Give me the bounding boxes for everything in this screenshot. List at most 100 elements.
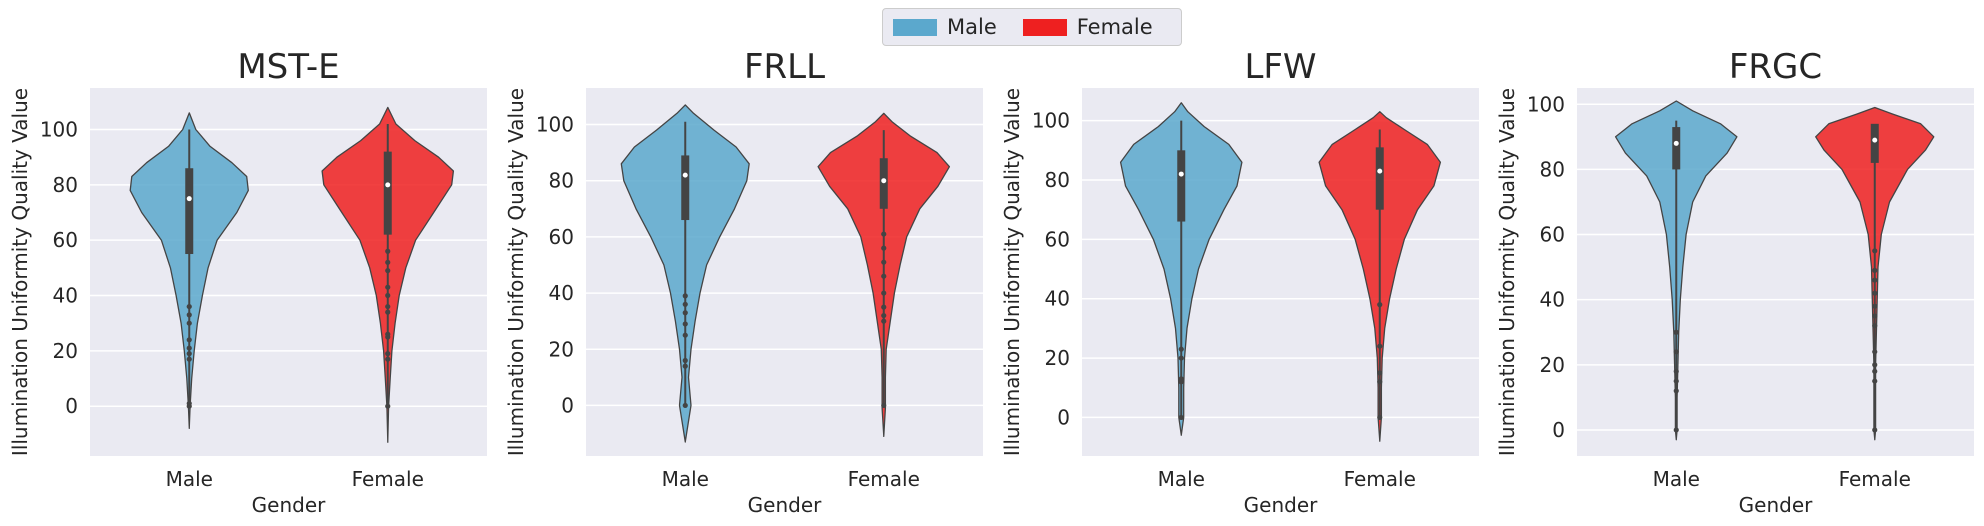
legend-swatch-male (893, 18, 937, 36)
outlier-point (186, 303, 192, 310)
outlier-point (186, 400, 192, 407)
y-tick-label: 60 (1045, 227, 1070, 251)
x-tick-label: Female (848, 467, 920, 491)
outlier-point (1872, 378, 1878, 384)
outlier-point (682, 332, 688, 338)
y-tick-label: 20 (1045, 346, 1070, 370)
outlier-point (682, 357, 688, 364)
outlier-point (1673, 349, 1679, 355)
y-tick-label: 0 (1552, 418, 1565, 442)
chart-title: LFW (1244, 47, 1316, 87)
outlier-point (385, 284, 391, 290)
y-axis-label: Illumination Uniformity Quality Value (1495, 88, 1519, 456)
outlier-point (1872, 267, 1878, 273)
y-tick-label: 20 (549, 337, 574, 361)
outlier-point (881, 259, 887, 265)
outlier-point (1178, 376, 1184, 382)
outlier-point (186, 356, 192, 362)
y-axis-label: Illumination Uniformity Quality Value (1000, 88, 1024, 456)
outlier-point (682, 293, 688, 299)
outlier-point (682, 310, 688, 316)
outlier-point (881, 231, 887, 237)
x-tick-label: Female (1839, 467, 1911, 491)
y-tick-label: 80 (53, 173, 78, 197)
y-tick-label: 100 (40, 118, 78, 142)
y-tick-label: 40 (1045, 287, 1070, 311)
outlier-point (1377, 379, 1383, 385)
outlier-point (1673, 329, 1679, 335)
outlier-point (682, 301, 688, 307)
median-point (1178, 171, 1184, 177)
outlier-point (186, 351, 192, 357)
x-axis-label: Gender (252, 493, 326, 517)
x-axis-label: Gender (1244, 493, 1318, 517)
median-point (1377, 168, 1383, 174)
plot-area (90, 88, 487, 456)
iqr-box (1870, 123, 1879, 163)
legend-item-male: Male (893, 15, 997, 39)
outlier-point (1178, 355, 1184, 361)
y-tick-label: 0 (65, 394, 78, 418)
outlier-point (385, 268, 391, 274)
outlier-point (186, 337, 192, 343)
outlier-point (385, 292, 391, 299)
outlier-point (1377, 343, 1383, 349)
y-tick-label: 100 (1032, 109, 1070, 133)
legend-item-female: Female (1022, 15, 1153, 39)
chart-title: FRLL (744, 47, 825, 87)
outlier-point (186, 320, 192, 326)
outlier-point (385, 303, 391, 310)
chart-panel-1: 0 20 40 60 80 100 Male Female FRLL Gender Illumina… (504, 47, 983, 517)
y-tick-label: 60 (549, 225, 574, 249)
outlier-point (385, 356, 391, 362)
outlier-point (881, 304, 887, 310)
median-point (682, 172, 688, 178)
y-tick-label: 80 (1045, 168, 1070, 192)
chart-panel-3: 0 20 40 60 80 100 Male Female FRGC Gender Illumina… (1495, 47, 1974, 517)
y-tick-label: 0 (1057, 405, 1070, 429)
x-tick-label: Male (1653, 467, 1700, 491)
chart-panel-0: 0 20 40 60 80 100 Male Female MST-E Gender Illumin… (8, 47, 487, 517)
outlier-point (1377, 414, 1383, 421)
y-tick-label: 40 (1540, 288, 1565, 312)
median-point (1872, 137, 1878, 143)
chart-title: FRGC (1729, 47, 1822, 87)
outlier-point (881, 318, 887, 324)
median-point (1673, 140, 1679, 146)
outlier-point (1872, 303, 1878, 309)
outlier-point (1673, 378, 1679, 384)
legend-label-male: Male (947, 15, 997, 39)
outlier-point (186, 312, 192, 318)
outlier-point (1872, 362, 1878, 368)
y-tick-label: 40 (53, 284, 78, 308)
outlier-point (1872, 313, 1878, 319)
legend-label-female: Female (1076, 15, 1153, 39)
x-tick-label: Male (662, 467, 709, 491)
chart-panel-2: 0 20 40 60 80 100 Male Female LFW Gender Illuminat… (1000, 47, 1479, 517)
iqr-box (1672, 127, 1681, 170)
iqr-box (681, 155, 690, 221)
iqr-box (383, 151, 392, 235)
y-tick-label: 100 (1527, 92, 1565, 116)
iqr-box (1177, 150, 1186, 222)
outlier-point (1178, 414, 1184, 421)
outlier-point (1872, 290, 1878, 296)
x-axis-label: Gender (748, 493, 822, 517)
outlier-point (1872, 248, 1878, 254)
outlier-point (385, 248, 391, 254)
outlier-point (385, 351, 391, 357)
outlier-point (682, 363, 688, 369)
outlier-point (1872, 277, 1878, 283)
x-tick-label: Female (352, 467, 424, 491)
legend-swatch-female (1022, 18, 1067, 36)
y-tick-label: 80 (1540, 157, 1565, 181)
iqr-box (185, 168, 194, 255)
y-tick-label: 20 (1540, 353, 1565, 377)
chart-legend: Male Female (882, 8, 1182, 46)
outlier-point (682, 321, 688, 327)
outlier-point (881, 273, 887, 279)
outlier-point (682, 402, 688, 409)
y-tick-label: 60 (53, 228, 78, 252)
outlier-point (881, 312, 887, 319)
